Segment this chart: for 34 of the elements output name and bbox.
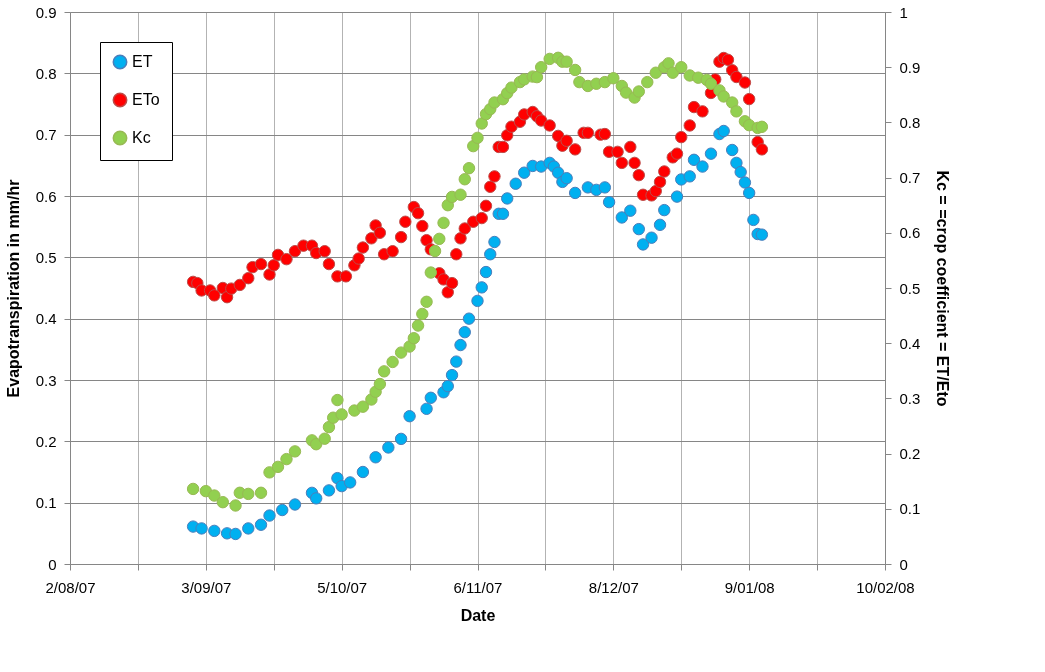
y-tick-label: 0.5 xyxy=(35,248,57,266)
x-tick-label: 9/01/08 xyxy=(724,578,775,596)
y2-axis-title: Kc = =crop coefficient = ET/Eto xyxy=(934,170,952,407)
y-tick-label: 0.2 xyxy=(35,432,57,450)
y2-tick-label: 0 xyxy=(899,555,908,573)
y-tick-label: 0 xyxy=(48,555,57,573)
y2-tick-label: 0.8 xyxy=(899,113,921,131)
x-tick-label: 10/02/08 xyxy=(856,578,915,596)
x-tick-label: 8/12/07 xyxy=(588,578,639,596)
y-tick-label: 0.4 xyxy=(35,310,57,328)
y2-tick-label: 1 xyxy=(899,3,908,21)
y-tick-label: 0.1 xyxy=(35,494,57,512)
y-tick-label: 0.7 xyxy=(35,126,57,144)
y2-tick-label: 0.1 xyxy=(899,500,921,518)
y-tick-label: 0.6 xyxy=(35,187,57,205)
y-tick-label: 0.8 xyxy=(35,64,57,82)
y-tick-label: 0.9 xyxy=(35,3,57,21)
y2-tick-label: 0.9 xyxy=(899,58,921,76)
y-axis-title: Evapotranspiration in mm/hr xyxy=(4,179,22,398)
x-tick-label: 5/10/07 xyxy=(317,578,368,596)
y2-tick-label: 0.4 xyxy=(899,334,921,352)
x-axis-title: Date xyxy=(460,606,496,624)
y2-tick-label: 0.2 xyxy=(899,445,921,463)
y-tick-label: 0.3 xyxy=(35,371,57,389)
x-tick-label: 6/11/07 xyxy=(453,578,503,596)
x-tick-label: 3/09/07 xyxy=(181,578,232,596)
y2-tick-label: 0.6 xyxy=(899,224,921,242)
legend-label: ETo xyxy=(132,91,160,108)
y2-tick-label: 0.5 xyxy=(899,279,921,297)
y2-tick-label: 0.7 xyxy=(899,169,921,187)
y2-tick-label: 0.3 xyxy=(899,389,921,407)
legend-label: Kc xyxy=(132,129,151,146)
x-tick-label: 2/08/07 xyxy=(45,578,96,596)
legend-label: ET xyxy=(132,53,153,70)
